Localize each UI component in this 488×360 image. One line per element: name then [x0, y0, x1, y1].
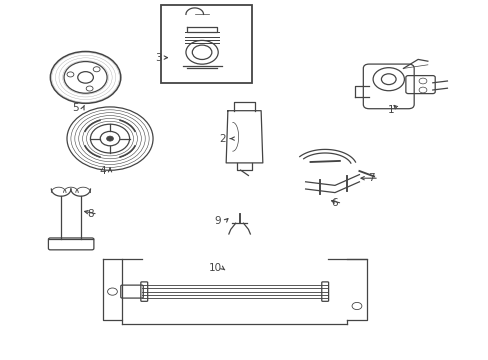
Text: 7: 7 — [367, 173, 374, 183]
Text: 5: 5 — [72, 103, 79, 113]
Text: 8: 8 — [87, 209, 94, 219]
Text: 4: 4 — [99, 166, 106, 176]
Text: 2: 2 — [219, 134, 225, 144]
Circle shape — [106, 136, 113, 141]
Text: 10: 10 — [208, 263, 221, 273]
Text: 1: 1 — [387, 105, 394, 115]
Text: 9: 9 — [214, 216, 221, 226]
Bar — [161, 5, 251, 83]
Text: 6: 6 — [331, 198, 338, 208]
Text: 3: 3 — [155, 53, 162, 63]
